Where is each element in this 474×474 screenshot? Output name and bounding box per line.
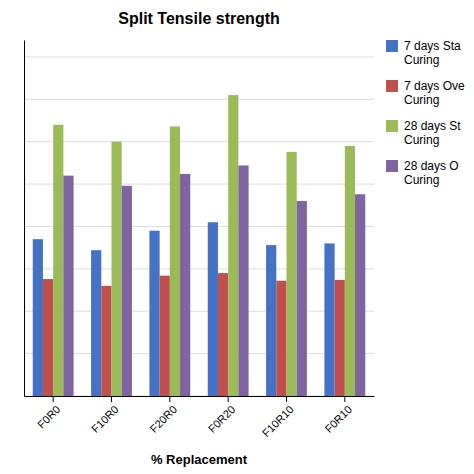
legend-label: 7 days OveCuring [404, 79, 465, 107]
tick-mark [228, 396, 229, 402]
legend: 7 days StaCuring 7 days OveCuring 28 days … [386, 39, 465, 187]
legend-label: 7 days StaCuring [404, 39, 461, 67]
legend-item: 7 days StaCuring [386, 39, 461, 67]
bar [355, 194, 365, 396]
tick-mark [286, 396, 287, 402]
tick-label: F10R10 [260, 403, 296, 439]
bar [266, 245, 276, 396]
tick-mark [111, 396, 112, 402]
bar [91, 250, 101, 396]
grid-line [24, 311, 374, 312]
bars [33, 95, 366, 396]
legend-item: 28 days StCuring [386, 119, 461, 147]
legend-swatch [386, 120, 398, 132]
bar [238, 165, 248, 396]
bar [53, 125, 63, 396]
y-axis [24, 41, 25, 397]
tick: F0R0 [35, 396, 63, 431]
tick: F0R20 [206, 396, 238, 435]
bar [170, 126, 180, 396]
grid-line [24, 226, 374, 227]
bar [149, 231, 159, 396]
grid [24, 57, 374, 396]
grid-line [24, 99, 374, 100]
bar [122, 186, 132, 396]
bar [324, 243, 334, 396]
bar [287, 152, 297, 396]
tick: F0R10 [322, 396, 354, 435]
bar [101, 286, 111, 396]
grid-line [24, 56, 374, 57]
plot: F0R0 F10R0 F20R0 F0R20 F10R10 F0R10 [24, 41, 375, 440]
bar [335, 280, 345, 396]
x-axis-title: % Replacement [151, 452, 248, 467]
legend-item: 28 days OCuring [386, 159, 459, 187]
tick: F10R0 [89, 396, 121, 435]
legend-swatch [386, 40, 398, 52]
bar-series [63, 165, 365, 396]
x-axis: F0R0 F10R0 F20R0 F0R20 F10R10 F0R10 [25, 396, 375, 439]
grid-line [24, 353, 374, 354]
bar [63, 176, 73, 396]
tick-label: F0R20 [206, 403, 238, 435]
title: Split Tensile strength [118, 10, 280, 27]
bar [180, 174, 190, 396]
legend-swatch [386, 160, 398, 172]
bar [160, 276, 170, 396]
bar [112, 142, 122, 396]
legend-label: 28 days StCuring [404, 119, 461, 147]
legend-label: 28 days OCuring [404, 159, 459, 187]
grid-line [24, 184, 374, 185]
tick-mark [53, 396, 54, 402]
chart: F0R0 F10R0 F20R0 F0R20 F10R10 F0R10 Split Tens… [0, 0, 474, 474]
bar [43, 279, 53, 396]
bar [297, 201, 307, 396]
grid-line [24, 141, 374, 142]
bar [276, 281, 286, 396]
grid-line [24, 396, 374, 397]
bar [228, 95, 238, 396]
tick-label: F0R10 [322, 403, 354, 435]
grid-line [24, 268, 374, 269]
tick-label: F10R0 [89, 403, 121, 435]
tick: F10R10 [260, 396, 296, 439]
legend-item: 7 days OveCuring [386, 79, 465, 107]
bar [33, 239, 43, 396]
bar-series [53, 95, 355, 396]
bar [208, 222, 218, 396]
tick: F20R0 [147, 396, 179, 435]
tick-label: F0R0 [35, 403, 63, 431]
tick-mark [169, 396, 170, 402]
bar [218, 273, 228, 396]
axis-line [25, 396, 375, 397]
bar [345, 146, 355, 396]
tick-mark [344, 396, 345, 402]
axis-line [24, 41, 25, 397]
legend-swatch [386, 80, 398, 92]
tick-label: F20R0 [147, 403, 179, 435]
